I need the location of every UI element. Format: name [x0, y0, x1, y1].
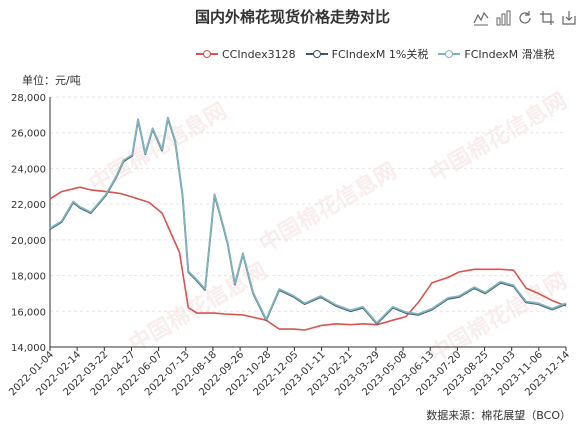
- series-line-fcindex-sliding: [49, 116, 567, 324]
- y-tick-label: 16,000: [11, 307, 46, 318]
- y-tick-label: 26,000: [11, 129, 46, 140]
- y-tick-label: 28,000: [11, 93, 46, 104]
- legend-item-fcindex-tariff[interactable]: FCIndexM 1%关税: [305, 46, 429, 62]
- chart-toolbar: [473, 10, 577, 26]
- y-tick-label: 18,000: [11, 272, 46, 283]
- y-tick-label: 14,000: [11, 343, 46, 354]
- y-tick-label: 22,000: [11, 200, 46, 211]
- restore-icon[interactable]: [539, 10, 555, 26]
- legend-swatch-fcindex-tariff: [305, 49, 328, 59]
- chart-title: 国内外棉花现货价格走势对比: [194, 8, 390, 26]
- legend-swatch-ccindex: [196, 49, 218, 59]
- legend-item-fcindex-sliding[interactable]: FCIndexM 滑准税: [438, 46, 555, 62]
- line-chart-icon[interactable]: [473, 10, 489, 26]
- bar-chart-icon[interactable]: [495, 10, 511, 26]
- y-tick-label: 20,000: [11, 236, 46, 247]
- data-source-label: 数据来源：棉花展望（BCO）: [426, 409, 571, 422]
- legend-label-fcindex-sliding: FCIndexM 滑准税: [464, 48, 555, 61]
- y-tick-label: 24,000: [11, 164, 46, 175]
- series-line-ccindex: [49, 186, 567, 331]
- refresh-icon[interactable]: [517, 10, 533, 26]
- legend-item-ccindex[interactable]: CCIndex3128: [196, 46, 296, 62]
- series-line-fcindex-tariff: [49, 117, 567, 325]
- chart-legend: CCIndex3128 FCIndexM 1%关税 FCIndexM 滑准税: [196, 46, 555, 62]
- save-image-icon[interactable]: [561, 10, 577, 26]
- legend-label-ccindex: CCIndex3128: [222, 47, 296, 61]
- legend-label-fcindex-tariff: FCIndexM 1%关税: [331, 48, 429, 61]
- y-axis-unit-label: 单位：元/吨: [22, 74, 81, 87]
- legend-swatch-fcindex-sliding: [438, 49, 461, 59]
